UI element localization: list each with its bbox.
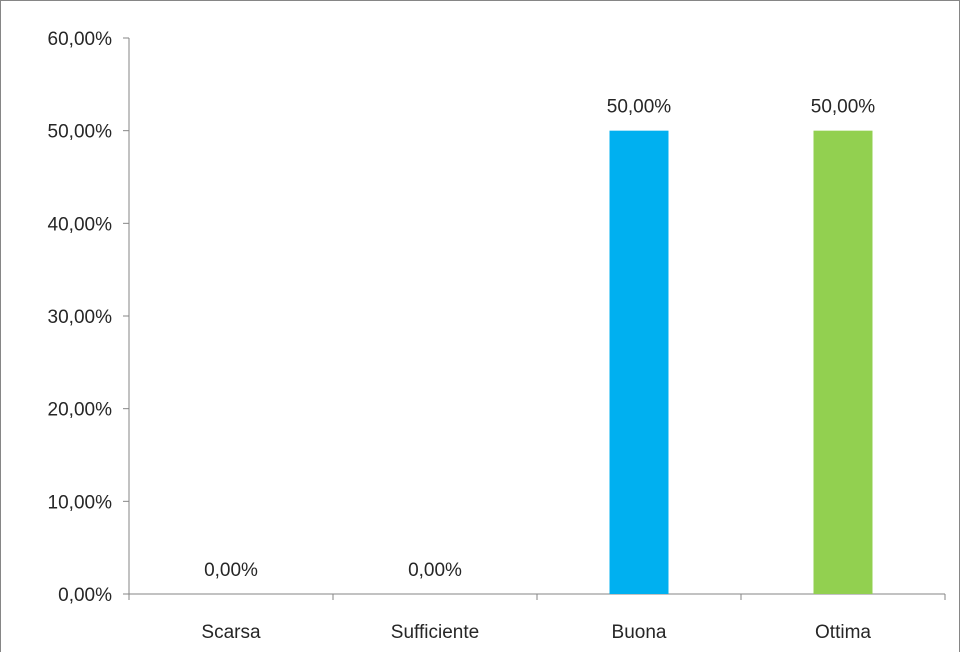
x-tick-label: Sufficiente [391, 622, 479, 643]
y-tick-label: 10,00% [48, 492, 113, 513]
bars-group [609, 130, 873, 594]
y-tick-label: 20,00% [48, 400, 113, 421]
data-label: 0,00% [204, 560, 258, 581]
x-tick-label: Buona [612, 622, 667, 643]
y-tick-label: 40,00% [48, 214, 113, 235]
data-label: 50,00% [607, 97, 672, 118]
x-tick-label: Ottima [815, 622, 871, 643]
x-tick-label: Scarsa [201, 622, 261, 643]
y-tick-label: 60,00% [48, 29, 113, 50]
y-tick-label: 50,00% [48, 122, 113, 143]
y-tick-label: 30,00% [48, 307, 113, 328]
data-label: 0,00% [408, 560, 462, 581]
data-label: 50,00% [811, 97, 876, 118]
labels-group: 0,00% 10,00% 20,00% 30,00% 40,00% 50,00% 60,00… [48, 29, 876, 643]
bar-buona [609, 130, 669, 594]
axes-group [123, 37, 946, 600]
bar-ottima [813, 130, 873, 594]
y-tick-label: 0,00% [58, 585, 112, 606]
